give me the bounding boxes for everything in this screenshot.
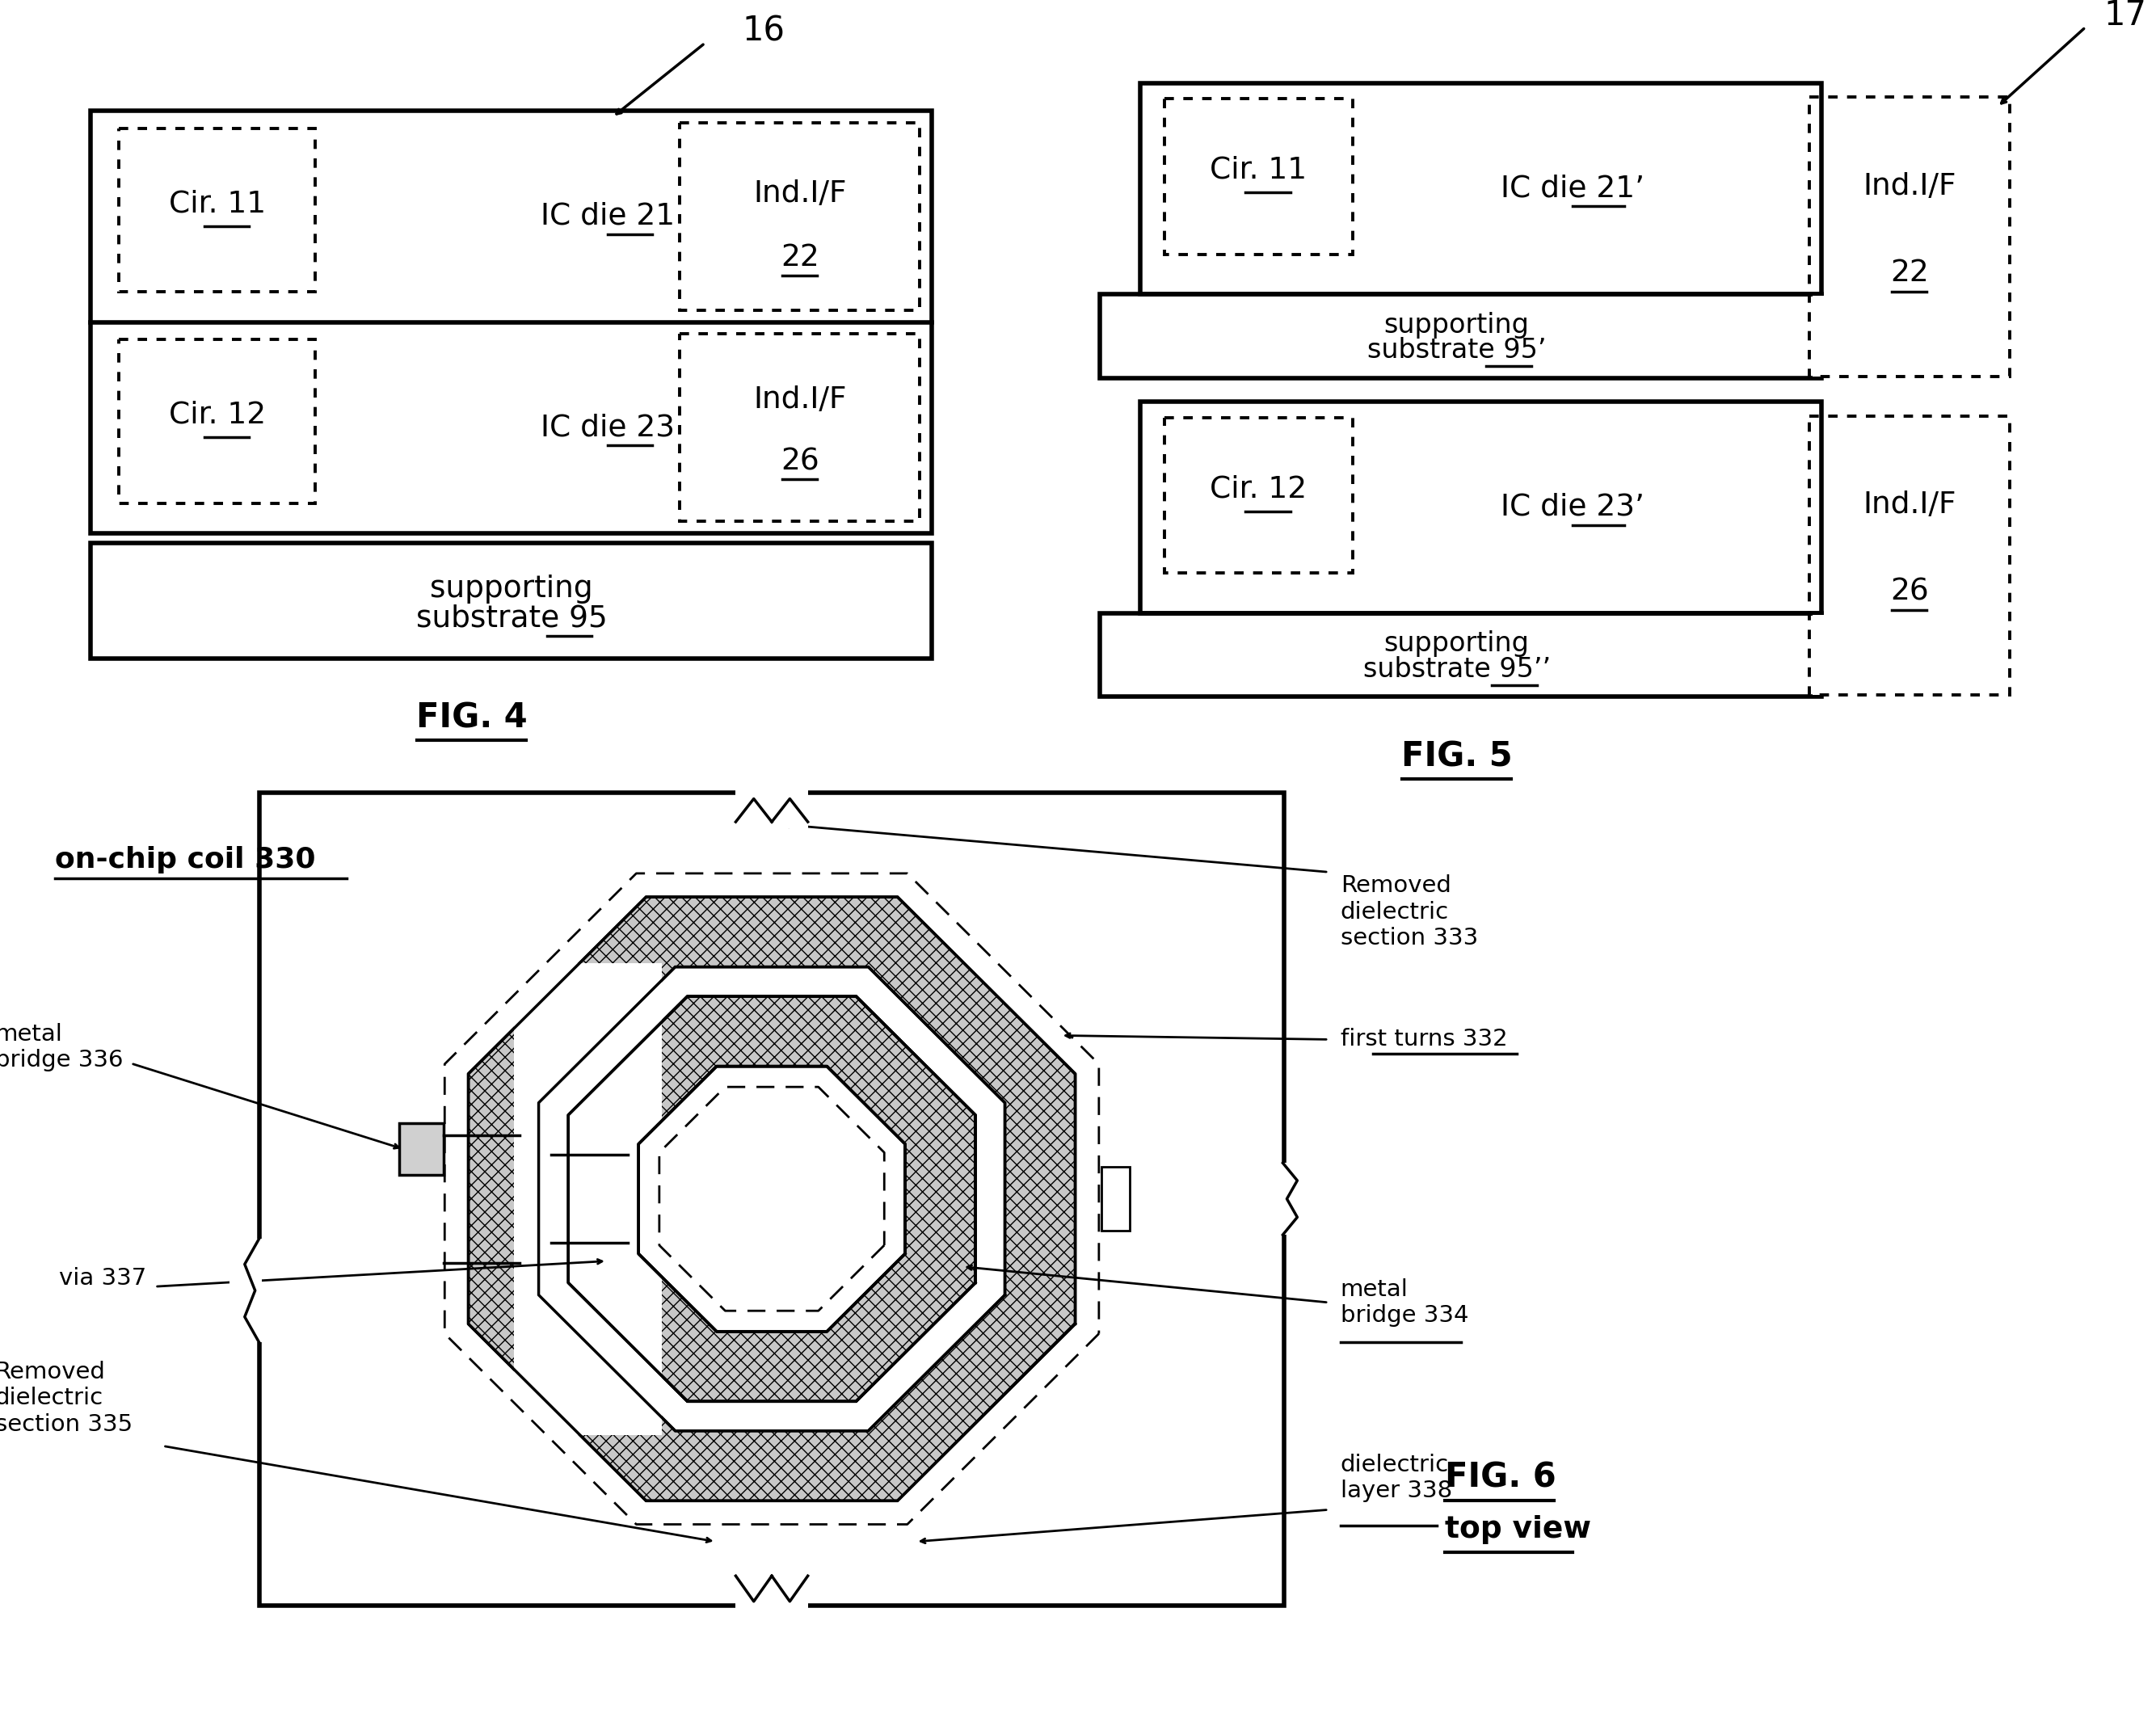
Text: 26: 26 — [1891, 578, 1930, 607]
Text: substrate 95’’: substrate 95’’ — [1363, 656, 1550, 682]
Text: IC die 23’: IC die 23’ — [1501, 492, 1645, 521]
Text: Ind.I/F: Ind.I/F — [752, 179, 847, 208]
Text: FIG. 4: FIG. 4 — [416, 701, 526, 735]
Bar — [399, 1123, 444, 1176]
Text: Ind.I/F: Ind.I/F — [752, 385, 847, 414]
Bar — [513, 962, 662, 1436]
Bar — [229, 1239, 261, 1342]
Text: metal
bridge 336: metal bridge 336 — [0, 1024, 123, 1072]
Text: 17: 17 — [2104, 0, 2147, 32]
Polygon shape — [638, 1066, 906, 1331]
Text: on-chip coil 330: on-chip coil 330 — [54, 846, 315, 873]
Polygon shape — [638, 1066, 906, 1331]
Text: Cir. 11: Cir. 11 — [1210, 156, 1307, 185]
Text: IC die 21’: IC die 21’ — [1501, 174, 1645, 203]
Text: Ind.I/F: Ind.I/F — [1863, 490, 1955, 520]
Text: dielectric
layer 338: dielectric layer 338 — [1341, 1453, 1453, 1502]
Bar — [119, 340, 315, 502]
Bar — [91, 111, 931, 533]
Bar — [1100, 614, 1822, 697]
Bar — [1164, 417, 1352, 573]
Text: IC die 23: IC die 23 — [541, 414, 675, 443]
Text: FIG. 6: FIG. 6 — [1445, 1461, 1557, 1495]
Text: Removed
dielectric
section 335: Removed dielectric section 335 — [0, 1360, 132, 1436]
Bar — [1809, 417, 2009, 696]
Text: substrate 95: substrate 95 — [416, 603, 608, 632]
Bar — [679, 123, 921, 309]
Text: substrate 95’: substrate 95’ — [1367, 337, 1546, 364]
Text: supporting: supporting — [1384, 631, 1529, 656]
Text: IC die 21: IC die 21 — [541, 202, 675, 231]
Text: 26: 26 — [780, 446, 819, 477]
Text: FIG. 5: FIG. 5 — [1401, 740, 1511, 774]
Text: first turns 332: first turns 332 — [1341, 1029, 1507, 1051]
Text: Cir. 12: Cir. 12 — [168, 400, 265, 429]
Bar — [1102, 1167, 1130, 1230]
Bar — [591, 1230, 621, 1261]
Text: top view: top view — [1445, 1516, 1591, 1545]
Bar — [1813, 615, 2007, 696]
Text: 22: 22 — [1891, 258, 1930, 287]
Bar — [1809, 97, 2009, 376]
Bar — [1100, 294, 1822, 378]
Bar — [1813, 296, 2007, 376]
Polygon shape — [569, 996, 975, 1401]
Text: supporting: supporting — [1384, 311, 1529, 338]
Bar — [517, 962, 660, 1436]
Bar — [1164, 99, 1352, 255]
Bar — [679, 333, 921, 521]
Bar — [735, 1574, 808, 1612]
Bar — [1141, 402, 1822, 614]
Bar — [91, 543, 931, 658]
Bar — [735, 788, 808, 829]
Text: supporting: supporting — [429, 574, 593, 603]
Text: via 337: via 337 — [58, 1268, 147, 1290]
Bar — [259, 793, 1285, 1605]
Text: Cir. 11: Cir. 11 — [168, 190, 265, 219]
PathPatch shape — [569, 996, 975, 1401]
Bar — [119, 128, 315, 292]
Bar — [921, 1246, 959, 1287]
PathPatch shape — [569, 996, 975, 1401]
Text: Ind.I/F: Ind.I/F — [1863, 173, 1955, 202]
Bar — [1141, 84, 1822, 294]
Bar — [1281, 1164, 1313, 1234]
Text: metal
bridge 334: metal bridge 334 — [1341, 1278, 1468, 1326]
Text: Cir. 12: Cir. 12 — [1210, 475, 1307, 504]
Text: 22: 22 — [780, 243, 819, 272]
Text: Removed
dielectric
section 333: Removed dielectric section 333 — [1341, 875, 1479, 950]
Text: 16: 16 — [742, 14, 785, 48]
PathPatch shape — [468, 897, 1076, 1501]
